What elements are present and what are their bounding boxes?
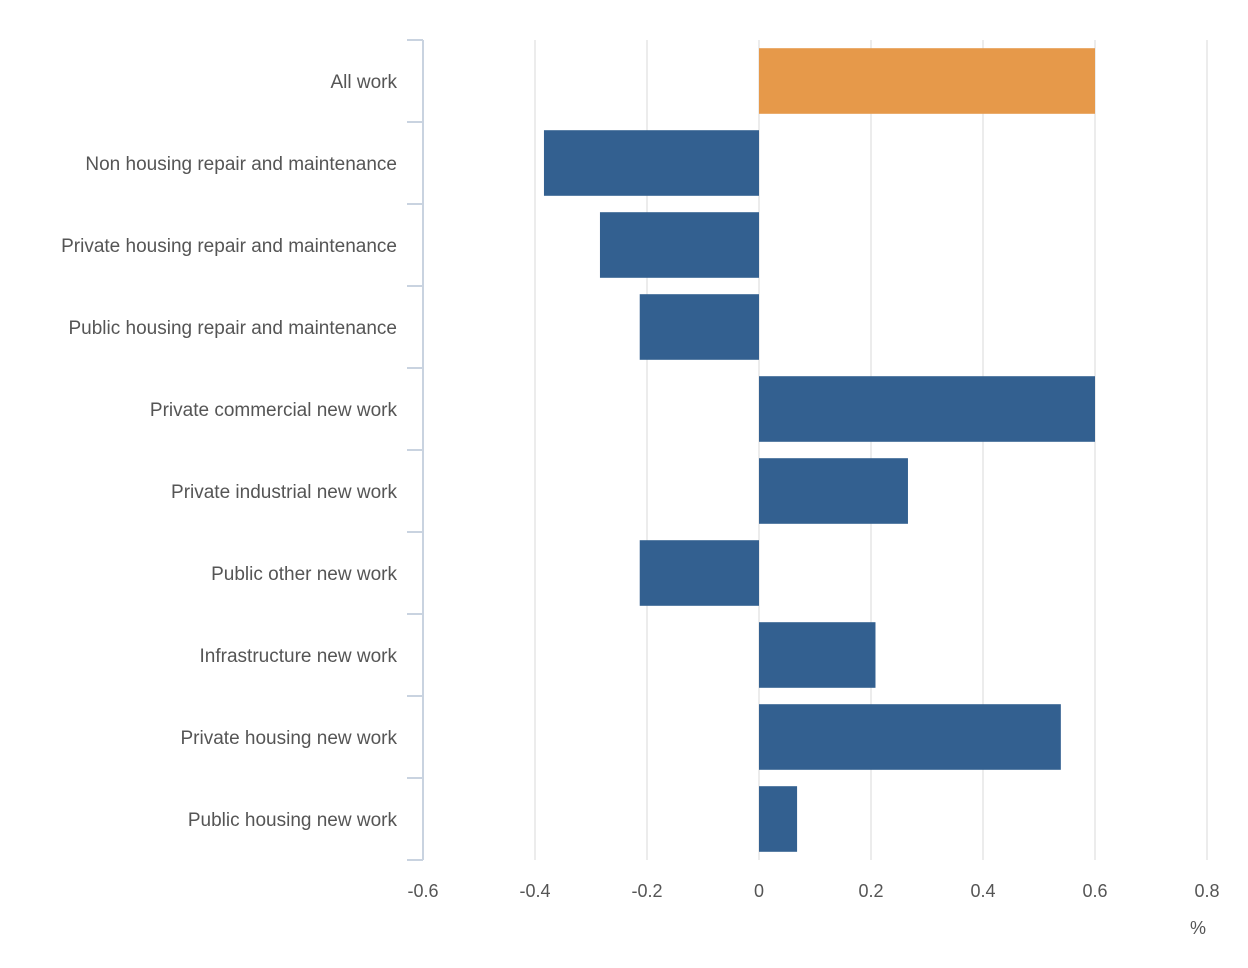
bar bbox=[599, 212, 759, 278]
category-label: Public other new work bbox=[211, 564, 397, 585]
x-tick-label: 0 bbox=[754, 881, 764, 901]
bar bbox=[759, 622, 876, 688]
bar bbox=[759, 704, 1061, 770]
category-label: All work bbox=[330, 72, 397, 93]
category-label: Private housing new work bbox=[181, 728, 398, 749]
category-label: Public housing repair and maintenance bbox=[69, 318, 398, 339]
x-unit-label: % bbox=[1190, 918, 1206, 938]
x-tick-label: 0.4 bbox=[970, 881, 995, 901]
x-tick-label: -0.6 bbox=[407, 881, 438, 901]
bar bbox=[543, 130, 759, 196]
bar bbox=[759, 48, 1095, 114]
category-label: Private housing repair and maintenance bbox=[61, 236, 397, 257]
x-tick-label: 0.2 bbox=[858, 881, 883, 901]
x-tick-labels: -0.6 -0.4 -0.2 0 0.2 0.4 0.6 0.8 bbox=[407, 881, 1219, 901]
x-tick-label: 0.6 bbox=[1082, 881, 1107, 901]
bar bbox=[759, 786, 798, 852]
bar bbox=[639, 294, 759, 360]
bar bbox=[639, 540, 759, 606]
x-tick-label: -0.4 bbox=[519, 881, 550, 901]
category-labels: All work Non housing repair and maintenan… bbox=[61, 72, 397, 831]
category-label: Public housing new work bbox=[188, 810, 398, 831]
bar bbox=[759, 458, 908, 524]
category-label: Private commercial new work bbox=[150, 400, 398, 421]
bars bbox=[543, 48, 1095, 852]
bar bbox=[759, 376, 1095, 442]
category-label: Private industrial new work bbox=[171, 482, 397, 503]
x-tick-label: 0.8 bbox=[1194, 881, 1219, 901]
x-tick-label: -0.2 bbox=[631, 881, 662, 901]
category-label: Non housing repair and maintenance bbox=[85, 154, 397, 175]
y-axis bbox=[407, 39, 424, 861]
category-label: Infrastructure new work bbox=[200, 646, 398, 667]
